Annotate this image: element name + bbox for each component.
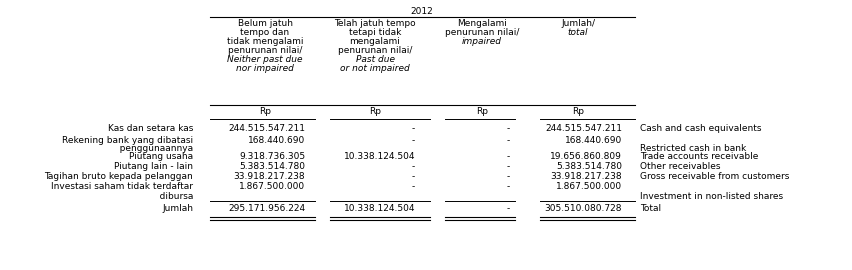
Text: Restricted cash in bank: Restricted cash in bank [640, 144, 746, 153]
Text: -: - [507, 182, 510, 191]
Text: 5.383.514.780: 5.383.514.780 [239, 162, 305, 171]
Text: Telah jatuh tempo: Telah jatuh tempo [334, 19, 416, 28]
Text: penurunan nilai/: penurunan nilai/ [445, 28, 519, 37]
Text: -: - [507, 204, 510, 213]
Text: -: - [412, 172, 415, 181]
Text: Past due: Past due [355, 55, 394, 64]
Text: Investasi saham tidak terdaftar: Investasi saham tidak terdaftar [51, 182, 193, 191]
Text: Total: Total [640, 204, 661, 213]
Text: 10.338.124.504: 10.338.124.504 [343, 204, 415, 213]
Text: tetapi tidak: tetapi tidak [348, 28, 401, 37]
Text: 5.383.514.780: 5.383.514.780 [556, 162, 622, 171]
Text: -: - [412, 124, 415, 133]
Text: 295.171.956.224: 295.171.956.224 [227, 204, 305, 213]
Text: Neither past due: Neither past due [227, 55, 302, 64]
Text: impaired: impaired [462, 37, 502, 46]
Text: -: - [412, 162, 415, 171]
Text: -: - [507, 124, 510, 133]
Text: Piutang lain - lain: Piutang lain - lain [114, 162, 193, 171]
Text: nor impaired: nor impaired [236, 64, 294, 73]
Text: -: - [507, 162, 510, 171]
Text: Gross receivable from customers: Gross receivable from customers [640, 172, 789, 181]
Text: Rp: Rp [476, 107, 488, 116]
Text: Mengalami: Mengalami [457, 19, 507, 28]
Text: Jumlah: Jumlah [162, 204, 193, 213]
Text: Rp: Rp [572, 107, 584, 116]
Text: 9.318.736.305: 9.318.736.305 [239, 152, 305, 161]
Text: or not impaired: or not impaired [340, 64, 410, 73]
Text: Belum jatuh: Belum jatuh [238, 19, 292, 28]
Text: 2012: 2012 [410, 7, 433, 16]
Text: -: - [507, 136, 510, 145]
Text: Jumlah/: Jumlah/ [561, 19, 595, 28]
Text: Piutang usaha: Piutang usaha [129, 152, 193, 161]
Text: -: - [507, 152, 510, 161]
Text: Tagihan bruto kepada pelanggan: Tagihan bruto kepada pelanggan [44, 172, 193, 181]
Text: -: - [507, 172, 510, 181]
Text: Cash and cash equivalents: Cash and cash equivalents [640, 124, 762, 133]
Text: 33.918.217.238: 33.918.217.238 [233, 172, 305, 181]
Text: total: total [567, 28, 588, 37]
Text: 33.918.217.238: 33.918.217.238 [550, 172, 622, 181]
Text: mengalami: mengalami [349, 37, 400, 46]
Text: Kas dan setara kas: Kas dan setara kas [107, 124, 193, 133]
Text: -: - [412, 182, 415, 191]
Text: Rp: Rp [369, 107, 381, 116]
Text: -: - [412, 136, 415, 145]
Text: penurunan nilai/: penurunan nilai/ [227, 46, 302, 55]
Text: 10.338.124.504: 10.338.124.504 [343, 152, 415, 161]
Text: Investment in non-listed shares: Investment in non-listed shares [640, 192, 783, 201]
Text: 305.510.080.728: 305.510.080.728 [544, 204, 622, 213]
Text: tidak mengalami: tidak mengalami [227, 37, 303, 46]
Text: 168.440.690: 168.440.690 [565, 136, 622, 145]
Text: Other receivables: Other receivables [640, 162, 721, 171]
Text: 1.867.500.000: 1.867.500.000 [239, 182, 305, 191]
Text: 168.440.690: 168.440.690 [248, 136, 305, 145]
Text: Rekening bank yang dibatasi: Rekening bank yang dibatasi [62, 136, 193, 145]
Text: 19.656.860.809: 19.656.860.809 [550, 152, 622, 161]
Text: Rp: Rp [259, 107, 271, 116]
Text: dibursa: dibursa [151, 192, 193, 201]
Text: 244.515.547.211: 244.515.547.211 [545, 124, 622, 133]
Text: penurunan nilai/: penurunan nilai/ [337, 46, 412, 55]
Text: 1.867.500.000: 1.867.500.000 [556, 182, 622, 191]
Text: penggunaannya: penggunaannya [111, 144, 193, 153]
Text: 244.515.547.211: 244.515.547.211 [228, 124, 305, 133]
Text: tempo dan: tempo dan [240, 28, 290, 37]
Text: Trade accounts receivable: Trade accounts receivable [640, 152, 758, 161]
